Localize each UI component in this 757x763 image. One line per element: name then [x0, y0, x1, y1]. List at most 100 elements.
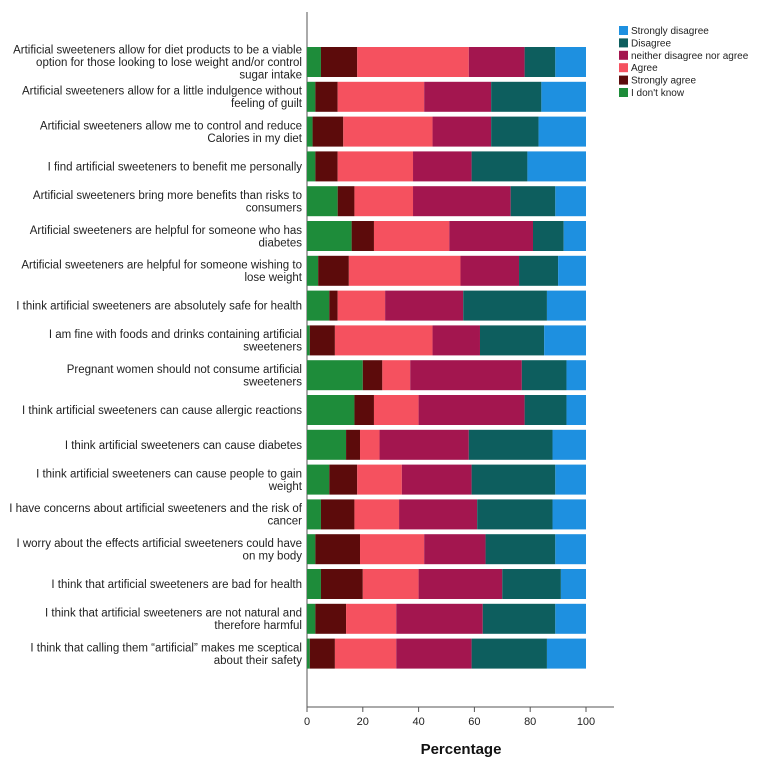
bar-row [307, 395, 586, 425]
bars [307, 47, 586, 669]
bar-segment [546, 290, 586, 321]
bar-segment [362, 569, 419, 599]
legend-swatch [619, 38, 628, 48]
bar-segment [343, 116, 433, 147]
bar-segment [468, 429, 553, 460]
legend-item: Agree [619, 63, 658, 74]
bar-segment [307, 81, 316, 112]
legend-item: Strongly agree [619, 75, 696, 87]
bar-segment [315, 81, 338, 112]
category-label: I think artificial sweeteners are absolu… [16, 301, 302, 313]
plot-area [306, 12, 614, 708]
bar-segment [558, 255, 586, 286]
bar-segment [373, 221, 450, 251]
bar-segment [307, 499, 321, 530]
x-tick-label: 0 [304, 716, 310, 728]
legend-swatch [619, 75, 628, 85]
bar-segment [315, 534, 361, 565]
category-label: I think artificial sweeteners can cause … [36, 468, 303, 493]
bar-segment [307, 221, 352, 251]
bar-segment [354, 186, 414, 217]
bar-segment [346, 429, 361, 460]
legend-item: I don't know [619, 88, 685, 99]
x-axis: 0 20 40 60 80 100 [304, 707, 595, 728]
bar-segment [552, 429, 586, 460]
bar-segment [373, 395, 419, 425]
bar-segment [318, 255, 349, 286]
category-label: Artificial sweeteners allow for a little… [22, 86, 303, 111]
bar-segment [519, 255, 559, 286]
bar-row [307, 81, 586, 112]
bar-segment [337, 290, 386, 321]
bar-segment [479, 325, 545, 356]
category-label: I think artificial sweeteners can cause … [22, 405, 302, 417]
bar-segment [401, 464, 472, 495]
category-label: I am fine with foods and drinks containi… [49, 329, 302, 354]
bar-segment [307, 603, 316, 634]
bar-segment [307, 186, 338, 217]
category-label: I think that artificial sweeteners are n… [45, 608, 302, 633]
bar-segment [424, 81, 492, 112]
bar-segment [555, 47, 586, 77]
bar-segment [546, 638, 586, 669]
bar-row [307, 116, 586, 147]
category-label: I have concerns about artificial sweeten… [9, 503, 303, 528]
bar-segment [379, 429, 469, 460]
bar-segment [320, 499, 355, 530]
legend-swatch [619, 50, 628, 60]
bar-segment [337, 151, 414, 182]
bar-row [307, 186, 586, 217]
bar-segment [351, 221, 374, 251]
bar-segment [307, 534, 316, 565]
bar-segment [555, 534, 586, 565]
bar-segment [510, 186, 556, 217]
bar-row [307, 221, 586, 251]
bar-segment [337, 81, 425, 112]
bar-segment [482, 603, 556, 634]
bar-segment [307, 429, 347, 460]
bar-row [307, 360, 586, 391]
x-tick-label: 60 [468, 716, 480, 728]
bar-segment [544, 325, 586, 356]
bar-segment [396, 638, 472, 669]
legend-item: neither disagree nor agree [619, 50, 749, 62]
bar-segment [309, 638, 335, 669]
bar-row [307, 151, 586, 182]
bar-segment [527, 151, 586, 182]
bar-segment [309, 325, 335, 356]
bar-segment [354, 499, 400, 530]
x-tick-label: 100 [577, 716, 595, 728]
bar-row [307, 429, 586, 460]
bar-segment [346, 603, 397, 634]
bar-segment [307, 255, 319, 286]
bar-segment [471, 638, 547, 669]
bar-segment [360, 429, 380, 460]
bar-segment [468, 47, 525, 77]
bar-segment [315, 151, 338, 182]
bar-segment [307, 290, 330, 321]
bar-segment [424, 534, 486, 565]
legend-swatch [619, 26, 628, 35]
bar-segment [334, 638, 397, 669]
bar-segment [491, 116, 539, 147]
category-label: I think artificial sweeteners can cause … [65, 440, 302, 452]
category-label: Pregnant women should not consume artifi… [67, 364, 302, 389]
bar-row [307, 569, 586, 599]
bar-segment [329, 290, 338, 321]
bar-segment [413, 151, 472, 182]
bar-segment [320, 47, 358, 77]
x-tick-label: 20 [357, 716, 369, 728]
bar-segment [460, 255, 520, 286]
bar-segment [541, 81, 586, 112]
bar-segment [307, 116, 313, 147]
bar-segment [312, 116, 344, 147]
bar-segment [566, 360, 586, 391]
bar-segment [538, 116, 586, 147]
bar-segment [396, 603, 483, 634]
bar-row [307, 638, 586, 669]
category-label: I find artificial sweeteners to benefit … [48, 161, 303, 173]
category-label: Artificial sweeteners are helpful for so… [30, 225, 303, 250]
bar-segment [449, 221, 533, 251]
